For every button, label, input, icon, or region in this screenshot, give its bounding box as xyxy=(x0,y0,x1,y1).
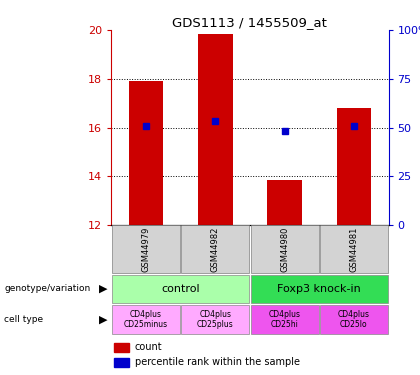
Text: CD4plus
CD25hi: CD4plus CD25hi xyxy=(268,310,301,329)
Bar xyxy=(251,275,388,303)
Text: count: count xyxy=(135,342,163,352)
Bar xyxy=(251,225,318,273)
Bar xyxy=(112,305,180,334)
Bar xyxy=(181,305,249,334)
Bar xyxy=(114,343,129,352)
Bar xyxy=(251,305,318,334)
Bar xyxy=(112,225,180,273)
Title: GDS1113 / 1455509_at: GDS1113 / 1455509_at xyxy=(173,16,327,29)
Text: GSM44979: GSM44979 xyxy=(142,226,150,272)
Bar xyxy=(267,180,302,225)
Text: GSM44982: GSM44982 xyxy=(211,226,220,272)
Bar xyxy=(181,225,249,273)
Text: ▶: ▶ xyxy=(99,284,107,294)
Text: CD4plus
CD25lo: CD4plus CD25lo xyxy=(338,310,370,329)
Bar xyxy=(198,34,233,225)
Bar xyxy=(320,225,388,273)
Text: percentile rank within the sample: percentile rank within the sample xyxy=(135,357,300,367)
Bar xyxy=(129,81,163,225)
Text: CD4plus
CD25minus: CD4plus CD25minus xyxy=(124,310,168,329)
Text: control: control xyxy=(161,284,200,294)
Bar xyxy=(320,305,388,334)
Bar xyxy=(114,358,129,367)
Text: GSM44981: GSM44981 xyxy=(349,226,358,272)
Text: Foxp3 knock-in: Foxp3 knock-in xyxy=(277,284,361,294)
Text: genotype/variation: genotype/variation xyxy=(4,284,90,293)
Bar xyxy=(336,108,371,225)
Text: ▶: ▶ xyxy=(99,315,107,324)
Text: CD4plus
CD25plus: CD4plus CD25plus xyxy=(197,310,234,329)
Bar xyxy=(112,275,249,303)
Text: GSM44980: GSM44980 xyxy=(280,226,289,272)
Text: cell type: cell type xyxy=(4,315,43,324)
